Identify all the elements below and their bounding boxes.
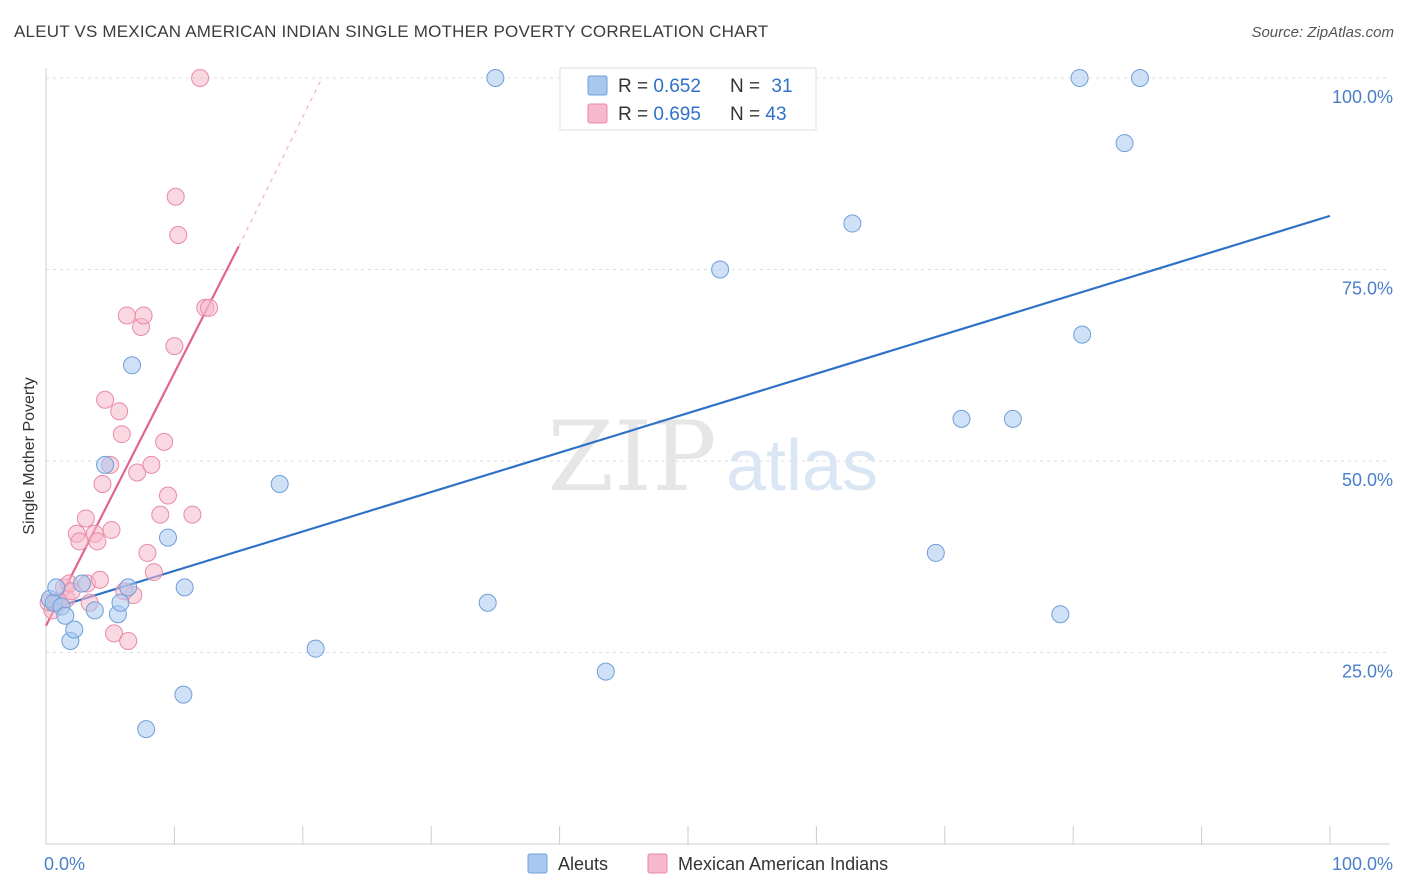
point-aleuts <box>1070 69 1089 87</box>
y-tick-label: 25.0% <box>1342 662 1393 682</box>
point-aleuts <box>1115 134 1134 153</box>
point-mexican-american-indians <box>158 486 177 505</box>
bottom-legend-label-mexican-american-indians: Mexican American Indians <box>678 854 888 874</box>
point-mexican-american-indians <box>119 632 138 651</box>
legend-r-value: 0.652 <box>653 76 701 97</box>
point-mexican-american-indians <box>144 563 163 582</box>
grid-layer <box>46 77 1390 653</box>
point-mexican-american-indians <box>165 337 184 356</box>
point-mexican-american-indians <box>117 306 136 325</box>
point-aleuts <box>174 685 193 704</box>
point-aleuts <box>119 578 138 597</box>
point-mexican-american-indians <box>102 520 121 539</box>
point-mexican-american-indians <box>105 624 124 643</box>
point-mexican-american-indians <box>96 390 115 409</box>
y-tick-labels: 25.0% 50.0% 75.0% 100.0% <box>1332 87 1393 682</box>
point-mexican-american-indians <box>142 455 161 474</box>
point-aleuts <box>96 455 115 474</box>
point-mexican-american-indians <box>200 298 219 317</box>
svg-text:N = 31: N = 31 <box>730 76 793 97</box>
point-aleuts <box>111 593 130 612</box>
legend-n-label: N = <box>730 104 765 125</box>
point-aleuts <box>123 356 142 375</box>
points-layer <box>39 69 1149 739</box>
bottom-legend-swatch-aleuts <box>527 853 548 874</box>
point-aleuts <box>952 409 971 428</box>
y-axis-label: Single Mother Poverty <box>21 377 38 534</box>
point-mexican-american-indians <box>191 69 210 87</box>
point-aleuts <box>926 543 945 562</box>
y-tick-label: 100.0% <box>1332 87 1393 107</box>
point-aleuts <box>47 578 66 597</box>
chart-title: ALEUT VS MEXICAN AMERICAN INDIAN SINGLE … <box>14 22 769 41</box>
point-aleuts <box>56 606 75 625</box>
bottom-legend-label-aleuts: Aleuts <box>558 854 608 874</box>
watermark-atlas: atlas <box>726 426 878 506</box>
point-aleuts <box>85 601 104 620</box>
bottom-legend-swatch-mexican-american-indians <box>647 853 668 874</box>
point-mexican-american-indians <box>169 226 188 245</box>
point-mexican-american-indians <box>70 532 89 551</box>
point-mexican-american-indians <box>134 306 153 325</box>
point-aleuts <box>596 662 615 681</box>
point-aleuts <box>137 720 156 739</box>
legend-swatch-mexican-american-indians <box>587 103 608 124</box>
point-aleuts <box>270 474 289 493</box>
watermark: ZIP atlas <box>547 401 878 513</box>
svg-text:N = 43: N = 43 <box>730 104 787 125</box>
point-aleuts <box>65 620 84 639</box>
axis-layer <box>45 68 1390 845</box>
point-mexican-american-indians <box>138 543 157 562</box>
legend-n-label: N = <box>730 76 765 97</box>
point-mexican-american-indians <box>93 474 112 493</box>
watermark-zip: ZIP <box>547 401 716 513</box>
svg-text:R = 0.695: R = 0.695 <box>618 104 701 125</box>
trend-layer <box>45 77 1331 627</box>
point-mexican-american-indians <box>155 432 174 451</box>
x-tick-label: 100.0% <box>1332 854 1393 874</box>
point-aleuts <box>1073 325 1092 344</box>
bottom-legend: Aleuts Mexican American Indians <box>527 853 888 874</box>
point-aleuts <box>1003 409 1022 428</box>
x-tick-label: 0.0% <box>44 854 85 874</box>
legend-n-value: 31 <box>771 76 792 97</box>
point-mexican-american-indians <box>76 509 95 528</box>
point-aleuts <box>175 578 194 597</box>
point-mexican-american-indians <box>166 187 185 206</box>
point-mexican-american-indians <box>110 402 129 421</box>
point-aleuts <box>478 593 497 612</box>
legend-swatch-aleuts <box>587 75 608 96</box>
point-aleuts <box>843 214 862 233</box>
trend-line-extension-mexican-american-indians <box>238 77 323 247</box>
x-tick-labels: 0.0% 100.0% <box>44 854 1393 874</box>
y-tick-label: 50.0% <box>1342 470 1393 490</box>
point-mexican-american-indians <box>112 425 131 444</box>
point-aleuts <box>72 574 91 593</box>
point-aleuts <box>711 260 730 279</box>
svg-text:R = 0.652: R = 0.652 <box>618 76 701 97</box>
point-aleuts <box>158 528 177 547</box>
legend-r-label: R = <box>618 104 653 125</box>
y-tick-label: 75.0% <box>1342 279 1393 299</box>
point-aleuts <box>1051 605 1070 624</box>
trend-line-aleuts <box>45 214 1331 612</box>
point-aleuts <box>1130 69 1149 87</box>
point-aleuts <box>486 69 505 87</box>
point-mexican-american-indians <box>151 505 170 524</box>
legend-r-value: 0.695 <box>653 104 701 125</box>
point-mexican-american-indians <box>88 532 107 551</box>
legend-r-label: R = <box>618 76 653 97</box>
point-mexican-american-indians <box>90 570 109 589</box>
point-mexican-american-indians <box>183 505 202 524</box>
source-label: Source: ZipAtlas.com <box>1251 24 1394 41</box>
legend-n-value: 43 <box>765 104 786 125</box>
point-mexican-american-indians <box>128 463 147 482</box>
point-aleuts <box>306 639 325 658</box>
legend-box: R = 0.652 N = 31 R = 0.695 N = 43 <box>559 67 817 131</box>
